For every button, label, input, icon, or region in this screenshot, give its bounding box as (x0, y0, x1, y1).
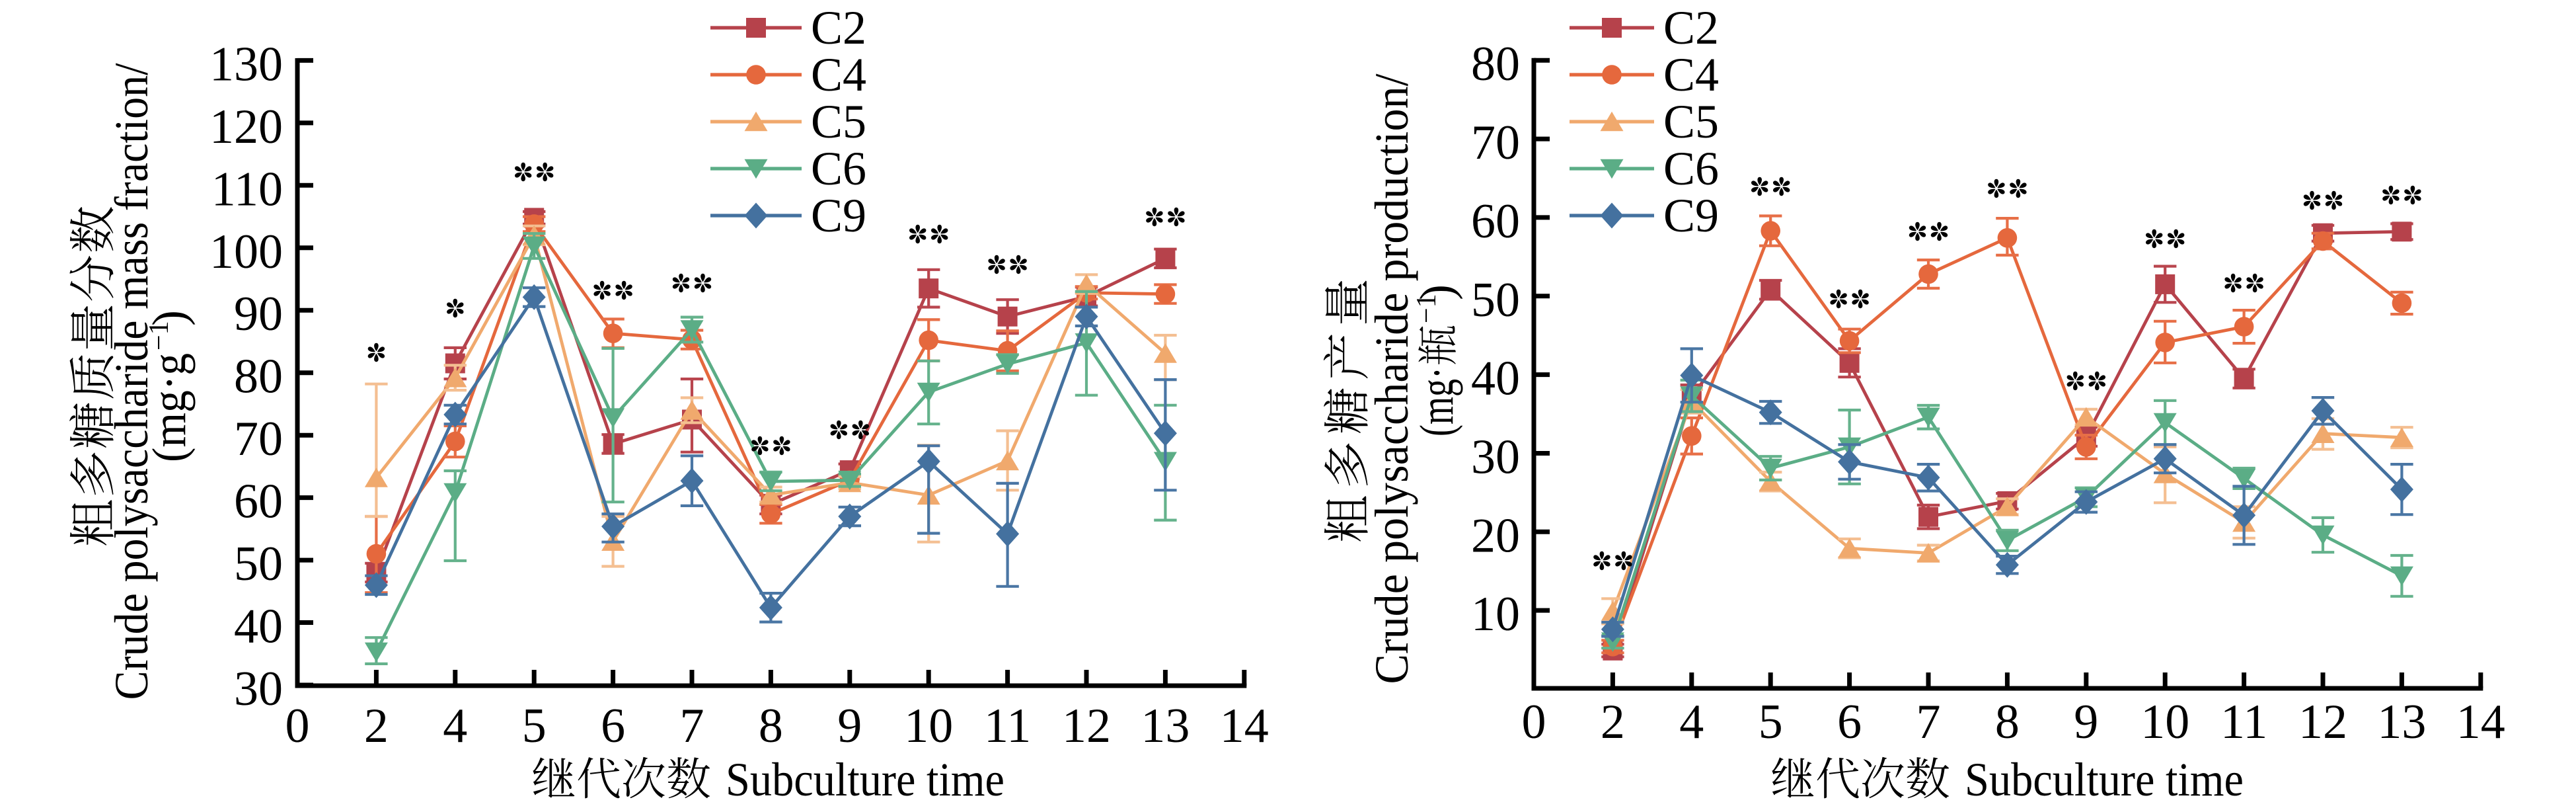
svg-text:C4: C4 (811, 48, 866, 101)
svg-text:−1: −1 (1412, 294, 1442, 323)
svg-text:30: 30 (1471, 430, 1520, 485)
svg-text:13: 13 (2377, 695, 2426, 749)
svg-text:13: 13 (1141, 699, 1190, 753)
svg-text:2: 2 (1601, 695, 1625, 749)
svg-text:10: 10 (904, 699, 953, 753)
svg-text:12: 12 (1062, 699, 1111, 753)
svg-text:70: 70 (1471, 116, 1520, 170)
svg-text:11: 11 (984, 699, 1031, 753)
svg-text:12: 12 (2298, 695, 2347, 749)
svg-text:C5: C5 (811, 95, 866, 148)
svg-text:0: 0 (285, 699, 310, 753)
svg-text:80: 80 (1471, 37, 1520, 91)
svg-text:4: 4 (1679, 695, 1704, 749)
svg-text:4: 4 (443, 699, 467, 753)
svg-text:60: 60 (1471, 194, 1520, 249)
svg-text:): ) (1410, 284, 1463, 300)
svg-text:70: 70 (234, 412, 283, 466)
svg-text:(mg·g: (mg·g (143, 353, 196, 462)
svg-text:Subculture time: Subculture time (1965, 753, 2244, 806)
svg-text:2: 2 (364, 699, 389, 753)
svg-text:C2: C2 (811, 1, 866, 54)
svg-text:C6: C6 (811, 142, 866, 195)
svg-text:C9: C9 (1663, 189, 1719, 242)
svg-text:30: 30 (234, 662, 283, 716)
svg-text:14: 14 (1220, 699, 1269, 753)
svg-text:90: 90 (234, 287, 283, 341)
svg-text:60: 60 (234, 475, 283, 529)
svg-text:130: 130 (209, 37, 283, 91)
svg-text:10: 10 (2140, 695, 2189, 749)
svg-text:0: 0 (1522, 695, 1546, 749)
svg-text:7: 7 (680, 699, 704, 753)
svg-text:C5: C5 (1663, 95, 1719, 148)
svg-text:7: 7 (1916, 695, 1941, 749)
svg-text:100: 100 (209, 225, 283, 279)
svg-text:50: 50 (234, 537, 283, 591)
svg-text:C2: C2 (1663, 1, 1719, 54)
svg-text:C9: C9 (811, 189, 866, 242)
svg-text:C4: C4 (1663, 48, 1719, 101)
svg-text:6: 6 (1837, 695, 1862, 749)
svg-text:20: 20 (1471, 508, 1520, 563)
svg-text:8: 8 (759, 699, 783, 753)
svg-text:(mg·: (mg· (1410, 367, 1463, 436)
svg-text:Subculture time: Subculture time (726, 753, 1004, 806)
svg-text:40: 40 (1471, 352, 1520, 406)
svg-text:11: 11 (2220, 695, 2267, 749)
svg-text:5: 5 (522, 699, 547, 753)
svg-text:110: 110 (211, 162, 283, 216)
svg-text:): ) (143, 310, 196, 326)
svg-text:80: 80 (234, 350, 283, 404)
svg-text:9: 9 (2074, 695, 2098, 749)
svg-text:Crude polysaccharide mass frac: Crude polysaccharide mass fraction/ (105, 63, 158, 700)
svg-text:6: 6 (601, 699, 625, 753)
svg-text:9: 9 (837, 699, 862, 753)
svg-text:C6: C6 (1663, 142, 1719, 195)
svg-text:8: 8 (1995, 695, 2020, 749)
svg-text:120: 120 (209, 100, 283, 154)
svg-text:14: 14 (2456, 695, 2505, 749)
svg-text:50: 50 (1471, 273, 1520, 327)
svg-text:5: 5 (1759, 695, 1783, 749)
svg-text:10: 10 (1471, 587, 1520, 641)
svg-text:Crude polysaccharide productio: Crude polysaccharide production/ (1365, 74, 1418, 684)
svg-text:40: 40 (234, 600, 283, 654)
svg-text:−1: −1 (144, 321, 174, 350)
